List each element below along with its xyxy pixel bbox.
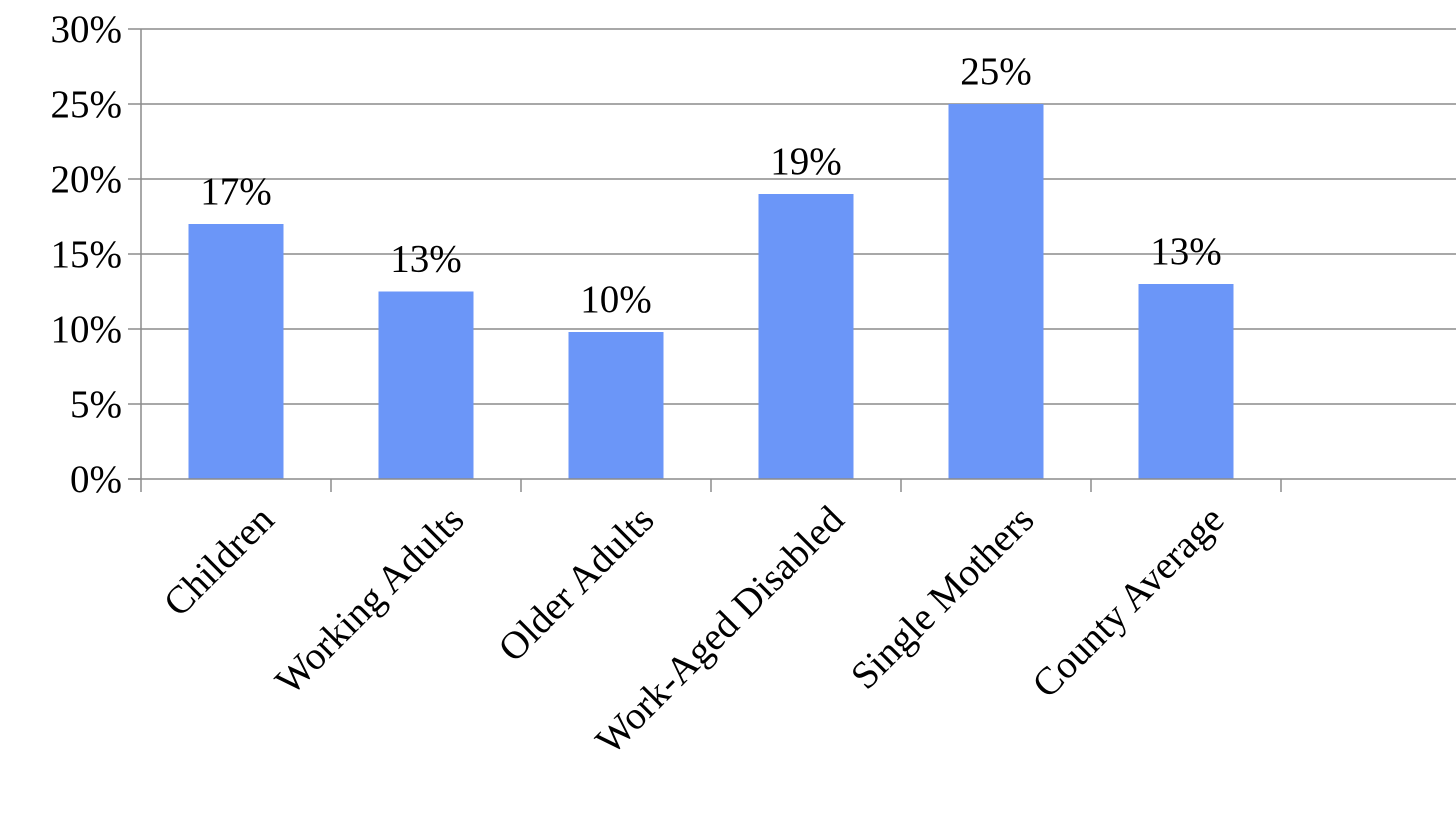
- bar-work-aged-disabled: [758, 194, 854, 479]
- bar-single-mothers: [948, 104, 1044, 479]
- data-label: 13%: [390, 238, 462, 281]
- data-label: 13%: [1150, 230, 1222, 273]
- y-tick-label: 30%: [51, 8, 123, 51]
- data-label: 25%: [960, 50, 1032, 93]
- category-label: Older Adults: [490, 498, 662, 670]
- data-label: 10%: [580, 278, 652, 321]
- axes: [128, 28, 1456, 492]
- y-tick-label: 20%: [51, 158, 123, 201]
- bar-county-average: [1138, 284, 1234, 479]
- bar-older-adults: [568, 332, 664, 479]
- data-labels: 17% 13% 10% 19% 25% 13%: [200, 50, 1222, 321]
- y-tick-label: 15%: [51, 233, 123, 276]
- y-tick-label: 10%: [51, 308, 123, 351]
- bar-children: [188, 224, 284, 479]
- bar-working-adults: [378, 291, 474, 479]
- bars: [188, 104, 1234, 479]
- y-tick-label: 25%: [51, 83, 123, 126]
- data-label: 17%: [200, 170, 272, 213]
- category-label: Working Adults: [267, 498, 472, 703]
- data-label: 19%: [770, 140, 842, 183]
- y-tick-label: 0%: [70, 458, 122, 501]
- y-axis-tick-labels: 0% 5% 10% 15% 20% 25% 30%: [51, 8, 123, 501]
- category-label: County Average: [1024, 498, 1232, 706]
- y-tick-label: 5%: [70, 383, 122, 426]
- category-label: Children: [155, 498, 282, 625]
- category-label: Single Mothers: [843, 498, 1043, 698]
